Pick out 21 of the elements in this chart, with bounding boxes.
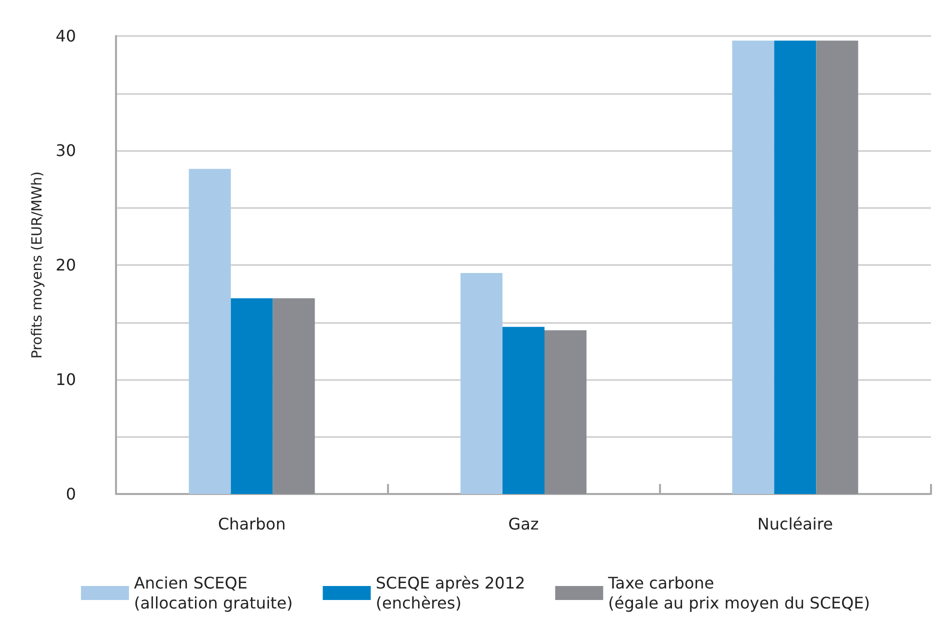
bar <box>272 298 315 494</box>
legend-label: Taxe carbone (égale au prix moyen du SCEQE) <box>607 574 870 612</box>
legend-label: Ancien SCEQE (allocation gratuite) <box>134 574 293 612</box>
x-tick-label: Charbon <box>218 514 286 534</box>
y-tick-label: 30 <box>56 141 76 160</box>
y-tick-label: 10 <box>56 370 76 389</box>
bar <box>230 298 273 494</box>
bar <box>460 273 502 494</box>
bar <box>732 40 774 494</box>
bar <box>544 330 586 494</box>
bar <box>774 40 816 494</box>
y-tick-label: 40 <box>56 26 76 46</box>
y-tick-label: 20 <box>56 256 76 274</box>
bar <box>502 326 544 494</box>
legend-label: SCEQE après 2012 (enchères) <box>376 574 526 612</box>
x-tick-label: Gaz <box>508 514 539 534</box>
y-axis-title: Profits moyens (EUR/MWh) <box>30 171 46 359</box>
bar <box>188 168 231 494</box>
bar <box>816 40 858 494</box>
y-tick-label: 0 <box>66 484 76 504</box>
x-tick-label: Nucléaire <box>757 514 833 534</box>
